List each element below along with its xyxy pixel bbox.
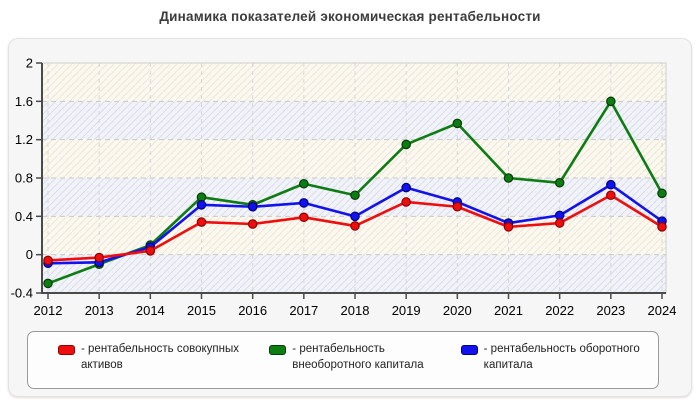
x-tick-label: 2017: [289, 303, 318, 318]
x-tick-label: 2013: [85, 303, 114, 318]
x-tick-label: 2012: [34, 303, 63, 318]
legend-swatch-red: [58, 345, 75, 355]
data-point: [196, 217, 207, 227]
y-tick-label: 0: [26, 247, 33, 262]
data-point: [606, 190, 616, 201]
data-point: [401, 139, 411, 150]
data-point: [606, 179, 616, 190]
data-point: [43, 278, 53, 289]
x-tick-label: 2021: [494, 303, 523, 318]
x-tick-label: 2019: [392, 303, 421, 318]
y-tick-label: 1.2: [15, 132, 33, 147]
x-tick-label: 2016: [238, 303, 267, 318]
legend-swatch-green: [269, 345, 287, 355]
data-point: [657, 188, 667, 199]
y-tick-label: 2: [26, 56, 33, 71]
data-point: [657, 222, 667, 232]
data-point: [452, 201, 463, 212]
x-tick-label: 2024: [648, 303, 677, 318]
legend-label-noncurrent-capital: - рентабельность внеоборотного капитала: [292, 343, 424, 371]
legend-label-total-assets: - рентабельность совокупных активов: [81, 343, 239, 371]
x-tick-label: 2015: [187, 303, 216, 318]
legend-item-working-capital: - рентабельность оборотного капитала: [460, 342, 658, 373]
data-point: [503, 222, 514, 232]
data-point: [554, 177, 565, 188]
data-point: [452, 118, 463, 129]
data-point: [43, 255, 53, 266]
x-tick-label: 2018: [341, 303, 370, 318]
data-point: [145, 246, 156, 256]
y-tick-label: -0.4: [11, 286, 33, 301]
x-tick-label: 2014: [136, 303, 165, 318]
data-point: [401, 182, 411, 193]
data-point: [94, 252, 104, 263]
legend-label-working-capital: - рентабельность оборотного капитала: [483, 343, 640, 371]
legend-swatch-blue: [460, 345, 478, 355]
x-tick-label: 2023: [596, 303, 625, 318]
y-tick-label: 1.6: [15, 94, 33, 109]
data-point: [401, 197, 411, 207]
data-point: [350, 221, 360, 231]
data-point: [503, 173, 514, 183]
data-point: [247, 219, 258, 229]
data-point: [299, 178, 309, 189]
data-point: [299, 212, 309, 223]
chart-title: Динамика показателей экономическая рента…: [159, 9, 541, 24]
data-point: [350, 211, 360, 222]
legend-item-total-assets: - рентабельность совокупных активов: [58, 342, 269, 373]
chart-panel: 2 1.6 1.2 0.8 0.4 0 -0.4 2012 2013 2014 2015 2016 20…: [8, 38, 692, 397]
x-tick-label: 2020: [443, 303, 472, 318]
legend: - рентабельность совокупных активов - ре…: [27, 331, 659, 389]
data-point: [196, 200, 207, 210]
data-point: [554, 218, 565, 228]
data-point: [606, 96, 616, 107]
data-point: [299, 198, 309, 208]
y-tick-label: 0.4: [15, 209, 33, 224]
legend-item-noncurrent-capital: - рентабельность внеоборотного капитала: [269, 342, 460, 373]
data-point: [247, 201, 258, 212]
data-point: [350, 190, 360, 201]
y-tick-label: 0.8: [15, 171, 33, 186]
x-tick-label: 2022: [545, 303, 574, 318]
